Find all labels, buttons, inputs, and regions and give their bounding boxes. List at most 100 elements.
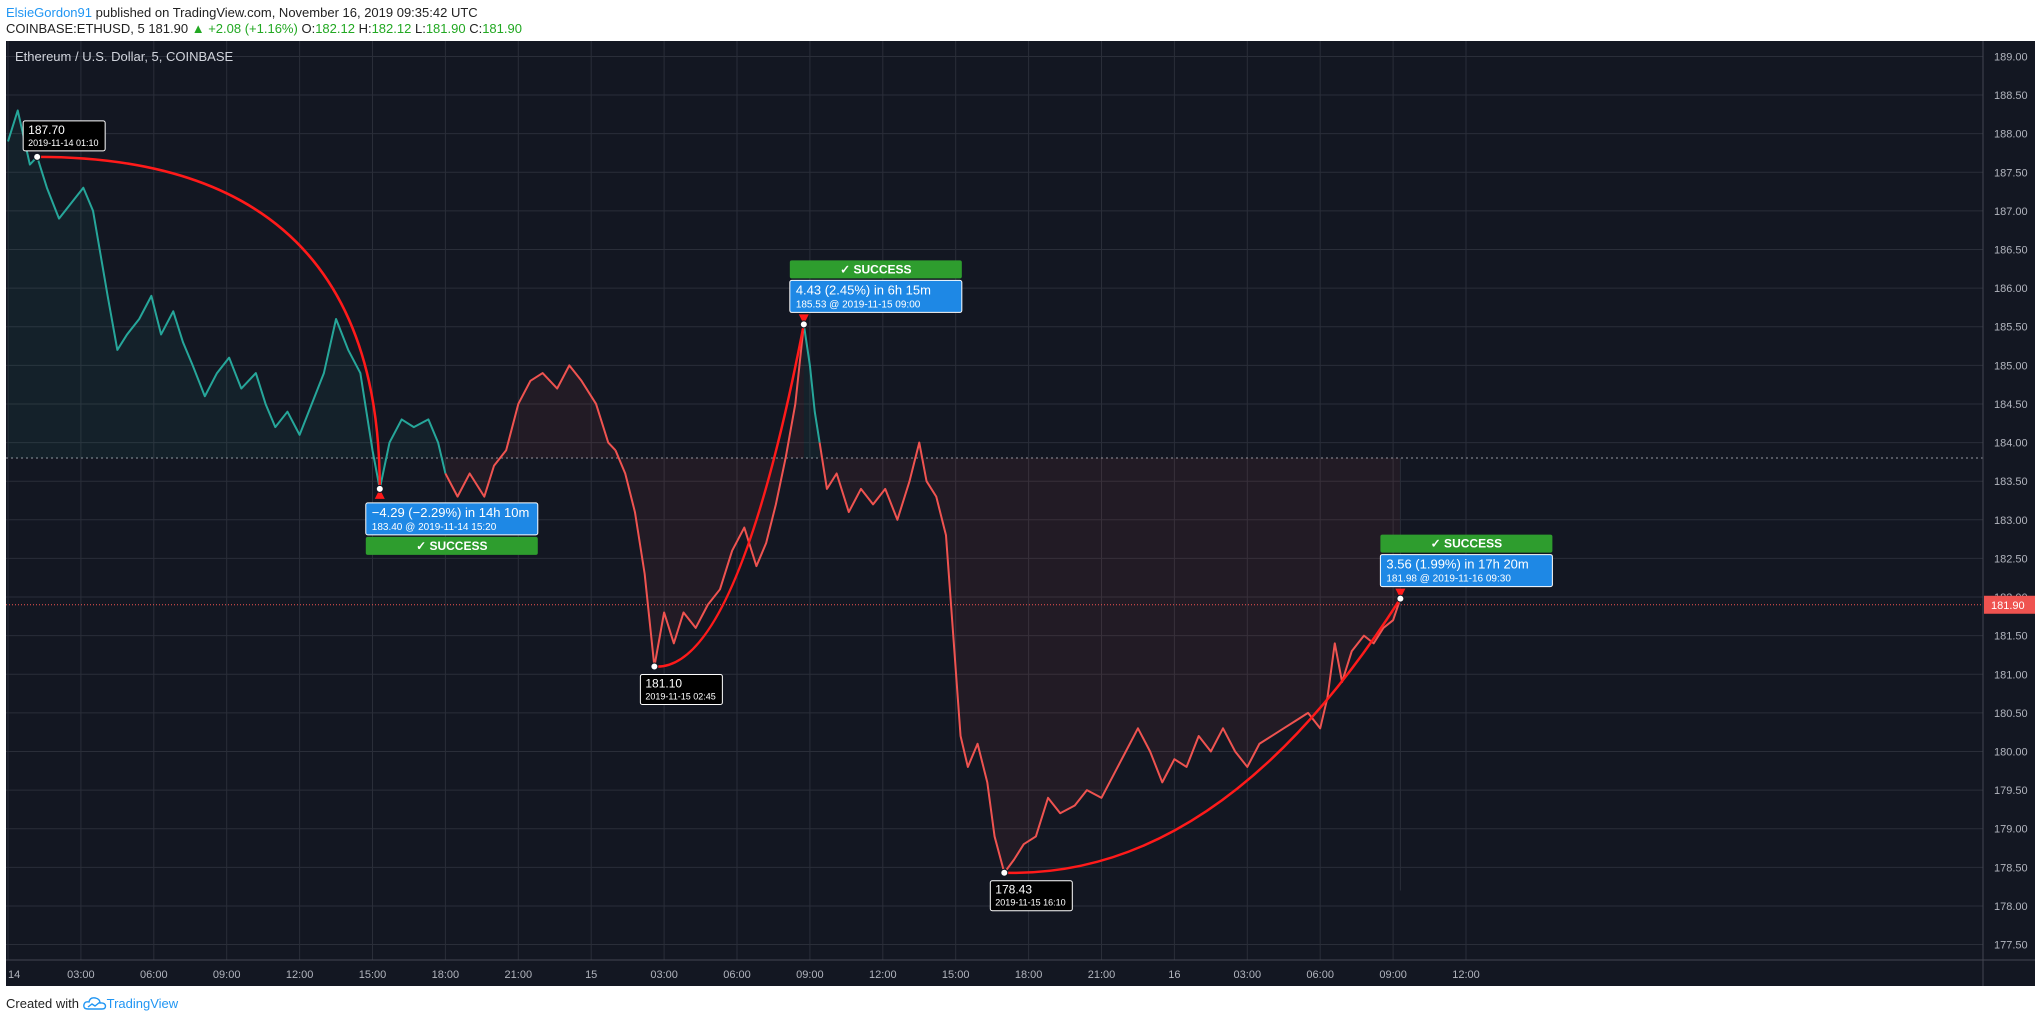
pivot-price: 187.70 — [28, 123, 65, 137]
price-tick-label: 183.00 — [1994, 515, 2028, 527]
price-line-segment — [614, 324, 805, 668]
time-tick-label: 09:00 — [796, 969, 824, 981]
time-tick-label: 12:00 — [869, 969, 897, 981]
price-line-segment — [7, 109, 447, 490]
projection-arc — [37, 155, 382, 489]
callout-target-text: 181.98 @ 2019-11-16 09:30 — [1386, 574, 1511, 585]
time-tick-label: 16 — [1168, 969, 1180, 981]
pivot-box — [22, 120, 106, 152]
arrow-head — [1395, 588, 1406, 599]
time-tick-label: 15:00 — [942, 969, 970, 981]
price-tick-label: 188.00 — [1994, 129, 2028, 141]
publish-line: ElsieGordon91 published on TradingView.c… — [6, 5, 478, 20]
pivot-point — [650, 662, 659, 671]
callout-box — [789, 279, 963, 313]
price-tick-label: 182.50 — [1994, 553, 2028, 565]
time-tick-label: 06:00 — [1306, 969, 1334, 981]
time-tick-label: 21:00 — [1088, 969, 1116, 981]
success-badge — [365, 536, 538, 555]
pivot-point — [1000, 868, 1009, 877]
time-tick-label: 18:00 — [432, 969, 460, 981]
callout-change-text: −4.29 (−2.29%) in 14h 10m — [372, 505, 530, 520]
price-tick-label: 179.00 — [1994, 824, 2028, 836]
close-label: C: — [469, 21, 483, 36]
series-area-fill — [819, 442, 1401, 873]
last-price-tag — [1984, 595, 2035, 614]
time-tick-label: 09:00 — [213, 969, 241, 981]
price-axis[interactable]: 177.50 178.00 178.50 179.00 179.50 180.00 180.… — [1984, 51, 2035, 952]
callout-box — [365, 502, 539, 536]
time-tick-label: 21:00 — [505, 969, 533, 981]
price-tick-label: 184.00 — [1994, 438, 2028, 450]
pivot-price: 178.43 — [995, 883, 1032, 897]
time-tick-label: 14 — [8, 969, 20, 981]
symbol-name: COINBASE:ETHUSD, 5 — [6, 21, 145, 36]
time-tick-label: 12:00 — [286, 969, 314, 981]
callout-change-text: 3.56 (1.99%) in 17h 20m — [1386, 557, 1528, 572]
open-value: 182.12 — [315, 21, 355, 36]
projection-callout-1: −4.29 (−2.29%) in 14h 10m 183.40 @ 2019-1… — [365, 502, 539, 555]
projection-callout-2: 4.43 (2.45%) in 6h 15m 185.53 @ 2019-11-1… — [789, 260, 963, 313]
time-tick-label: 03:00 — [67, 969, 95, 981]
tradingview-link[interactable]: TradingView — [106, 996, 179, 1011]
last-price: 181.90 — [148, 21, 189, 36]
chart-title: Ethereum / U.S. Dollar, 5, COINBASE — [15, 49, 234, 64]
price-line-segment — [444, 364, 617, 498]
price-chart[interactable]: −4.29 (−2.29%) in 14h 10m 183.40 @ 2019-1… — [6, 41, 2035, 986]
price-tick-label: 187.00 — [1994, 206, 2028, 218]
author-link[interactable]: ElsieGordon91 — [6, 5, 92, 20]
price-tick-label: 180.00 — [1994, 746, 2028, 758]
callout-change-text: 4.43 (2.45%) in 6h 15m — [796, 282, 931, 297]
high-label: H: — [358, 21, 372, 36]
created-with-text: Created with — [6, 996, 79, 1011]
callout-box — [1379, 554, 1553, 588]
callout-target-text: 183.40 @ 2019-11-14 15:20 — [372, 522, 497, 533]
pivot-date: 2019-11-14 01:10 — [28, 138, 98, 148]
time-tick-label: 03:00 — [1234, 969, 1262, 981]
price-tick-label: 178.50 — [1994, 862, 2028, 874]
price-tick-label: 187.50 — [1994, 167, 2028, 179]
price-line-segment — [818, 441, 1402, 874]
price-tick-label: 180.50 — [1994, 708, 2028, 720]
price-tick-label: 178.00 — [1994, 901, 2028, 913]
pivot-price: 181.10 — [645, 677, 682, 691]
price-tick-label: 185.00 — [1994, 360, 2028, 372]
pivot-box — [639, 674, 723, 706]
symbol-line: COINBASE:ETHUSD, 5 181.90 ▲ +2.08 (+1.16… — [6, 21, 522, 36]
published-text: published on TradingView.com, November 1… — [92, 5, 478, 20]
target-point — [799, 320, 808, 329]
tradingview-cloud-icon — [82, 997, 106, 1010]
time-tick-label: 09:00 — [1379, 969, 1407, 981]
series-area-fill — [445, 365, 616, 497]
annotations: −4.29 (−2.29%) in 14h 10m 183.40 @ 2019-1… — [22, 120, 1553, 912]
high-value: 182.12 — [371, 21, 412, 36]
success-badge — [1380, 534, 1553, 553]
time-axis[interactable]: 14 03:00 06:00 09:00 12:00 15:00 18:00 21:00 15 0… — [8, 969, 1480, 981]
time-tick-label: 12:00 — [1452, 969, 1480, 981]
pivot-date: 2019-11-15 16:10 — [995, 898, 1065, 908]
target-point — [1396, 594, 1405, 603]
pivot-box — [989, 880, 1073, 912]
projection-arcs — [37, 155, 1406, 874]
close-value: 181.90 — [482, 21, 522, 36]
target-point — [375, 484, 384, 493]
price-tick-label: 183.50 — [1994, 476, 2028, 488]
time-tick-label: 15:00 — [359, 969, 387, 981]
change-value: ▲ +2.08 (+1.16%) — [191, 21, 298, 36]
price-tick-label: 179.50 — [1994, 785, 2028, 797]
callout-target-text: 185.53 @ 2019-11-15 09:00 — [796, 299, 921, 310]
low-label: L: — [414, 21, 426, 36]
success-badge — [789, 260, 962, 279]
price-series — [6, 109, 1983, 874]
grid-lines — [6, 41, 1983, 960]
price-tick-label: 186.50 — [1994, 245, 2028, 257]
success-badge-label: ✓ SUCCESS — [1431, 537, 1502, 551]
low-value: 181.90 — [425, 21, 466, 36]
pivot-point — [33, 152, 42, 161]
price-line-segment — [802, 324, 821, 443]
series-area-fill — [8, 110, 446, 489]
price-tick-label: 189.00 — [1994, 51, 2028, 63]
